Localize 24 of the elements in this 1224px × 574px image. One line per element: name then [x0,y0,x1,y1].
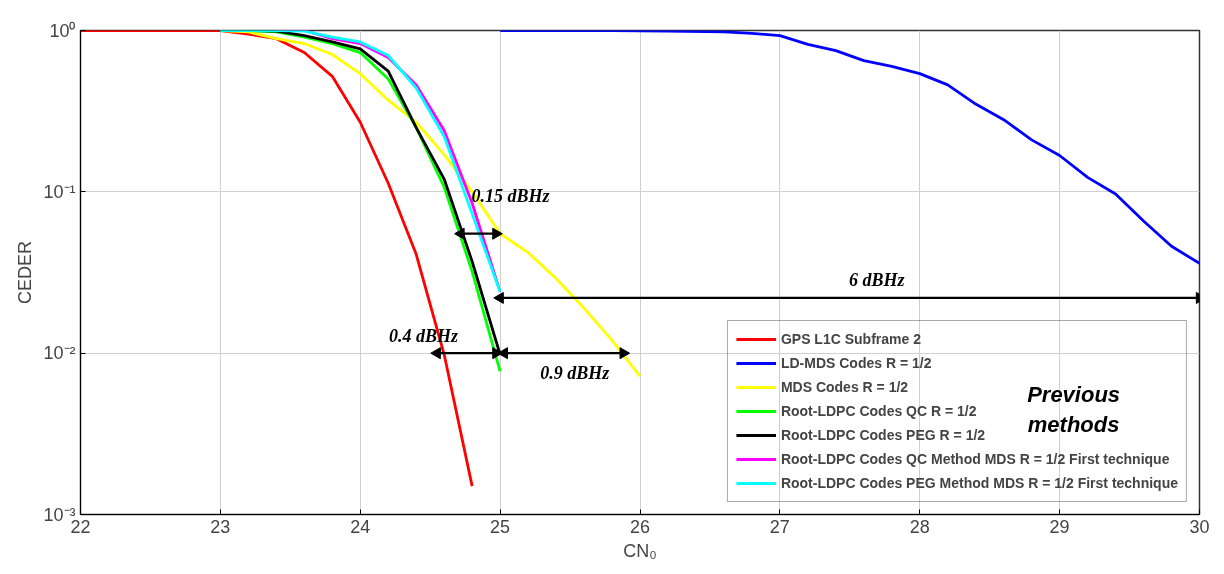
y-tick-label: 10⁻² [43,343,76,364]
annotation: 6 dBHz [849,269,905,290]
x-tick-label: 27 [769,516,790,537]
legend-label: MDS Codes R = 1/2 [780,378,909,397]
legend-label: LD-MDS Codes R = 1/2 [780,354,932,373]
x-tick-label: 22 [70,516,91,537]
x-tick-label: 29 [1049,516,1070,537]
y-axis-title: CEDER [15,240,36,304]
annotation: 0.9 dBHz [540,363,610,384]
x-axis-title: CN₀ [623,540,657,561]
annotation: Previous methods [1027,381,1121,437]
legend-label: Root-LDPC Codes QC R = 1/2 [780,402,977,421]
y-tick-label: 10⁰ [49,20,76,41]
legend-label: Root-LDPC Codes PEG Method MDS R = 1/2 First technique [780,474,1178,493]
legend-label: GPS L1C Subframe 2 [780,330,921,349]
x-tick-label: 26 [629,516,651,537]
x-tick-label: 30 [1189,516,1210,537]
x-tick-label: 24 [350,516,371,537]
x-tick-label: 28 [909,516,930,537]
x-tick-label: 23 [210,516,231,537]
legend-label: Root-LDPC Codes PEG R = 1/2 [780,426,986,445]
legend-label: Root-LDPC Codes QC Method MDS R = 1/2 First technique [780,450,1170,469]
x-tick-label: 25 [490,516,511,537]
y-tick-label: 10⁻¹ [43,181,76,202]
